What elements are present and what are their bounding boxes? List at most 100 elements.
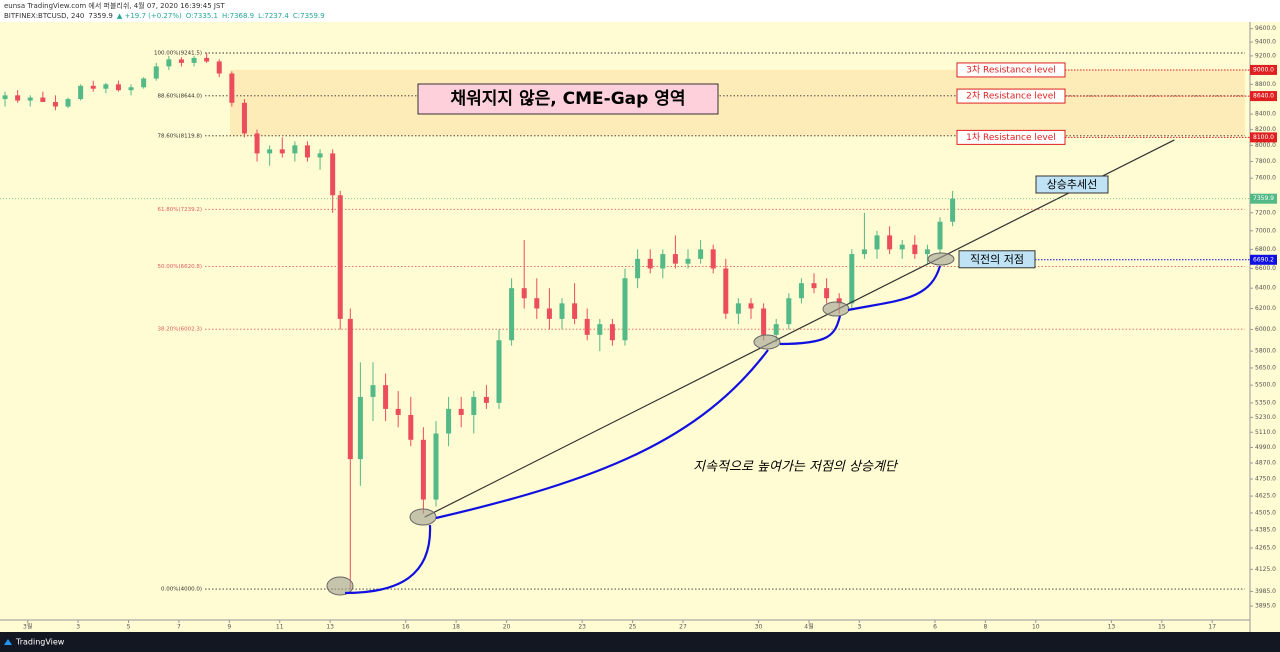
- x-tick-label: 3: [857, 624, 861, 631]
- fib-label: 100.00%(9241.5): [154, 50, 202, 56]
- candle-body: [559, 303, 565, 319]
- y-tick-label: 9200.0: [1255, 52, 1276, 59]
- low-marker: [326, 576, 354, 596]
- resistance-name: 1차 Resistance level: [966, 131, 1056, 143]
- y-tick-label: 4505.0: [1255, 509, 1276, 516]
- y-tick-label: 8400.0: [1255, 111, 1276, 118]
- candle-body: [509, 288, 515, 341]
- candle-body: [836, 298, 842, 304]
- candle-body: [685, 258, 691, 264]
- fib-label: 38.20%(6002.3): [157, 327, 202, 333]
- gap-label-box: [417, 83, 719, 115]
- candle-body: [761, 308, 767, 335]
- header-ohlc: C:7359.9: [293, 12, 325, 20]
- low-marker: [822, 301, 850, 317]
- recent-low-value: 6690.2: [1253, 256, 1274, 263]
- candle-body: [735, 303, 741, 314]
- candle-body: [937, 221, 943, 250]
- y-tick-label: 4385.0: [1255, 527, 1276, 534]
- candle-body: [861, 249, 867, 255]
- y-tick-label: 3895.0: [1255, 603, 1276, 610]
- candle-body: [78, 85, 84, 100]
- y-tick-label: 7000.0: [1255, 227, 1276, 234]
- y-tick-label: 7800.0: [1255, 158, 1276, 165]
- x-tick-label: 27: [679, 624, 687, 631]
- recent-low-name: 직전의 저점: [970, 253, 1024, 266]
- candle-body: [40, 97, 46, 103]
- candle-body: [597, 324, 603, 335]
- x-tick-label: 7: [177, 624, 181, 631]
- candle-body: [128, 87, 134, 91]
- candle-body: [534, 298, 540, 309]
- candle-body: [521, 288, 527, 299]
- x-tick-label: 30: [755, 624, 763, 631]
- x-tick-label: 10: [1032, 624, 1040, 631]
- y-tick-label: 7200.0: [1255, 209, 1276, 216]
- fib-label: 78.60%(8119.8): [157, 133, 202, 139]
- y-tick-label: 4870.0: [1255, 460, 1276, 467]
- candle-body: [347, 318, 353, 460]
- low-marker: [753, 334, 781, 350]
- candle-body: [660, 254, 666, 269]
- footer-logo: [4, 639, 12, 645]
- header-symbol-line: BITFINEX:BTCUSD, 240 7359.9 ▲ +19.7 (+0.27…: [4, 12, 325, 20]
- resistance-marker: [1250, 132, 1277, 143]
- header-ohlc: H:7368.9: [222, 12, 254, 20]
- y-tick-label: 6200.0: [1255, 305, 1276, 312]
- candle-body: [395, 408, 401, 415]
- candle-body: [584, 318, 590, 335]
- candle-body: [304, 145, 310, 158]
- step-curve: [344, 265, 942, 595]
- candle-body: [2, 95, 8, 100]
- candle-body: [103, 84, 109, 89]
- annotation: 지속적으로 높여가는 저점의 상승계단: [693, 460, 899, 475]
- fib-label: 61.80%(7239.2): [157, 207, 202, 213]
- candle-body: [786, 298, 792, 325]
- x-tick-label: 9: [227, 624, 231, 631]
- candle-body: [141, 78, 147, 88]
- y-tick-label: 5230.0: [1255, 414, 1276, 421]
- y-tick-label: 8200.0: [1255, 126, 1276, 133]
- candle-body: [496, 340, 502, 403]
- header-ohlc: O:7335.1: [186, 12, 218, 20]
- x-tick-label: 13: [1108, 624, 1116, 631]
- candle-body: [572, 303, 578, 319]
- y-tick-label: 8800.0: [1255, 81, 1276, 88]
- candle-body: [433, 433, 439, 500]
- recent-low-box: [958, 250, 1036, 269]
- last-price-marker: [1250, 193, 1277, 204]
- candle-body: [279, 149, 285, 154]
- y-tick-label: 8000.0: [1255, 142, 1276, 149]
- candle-body: [191, 57, 197, 63]
- candle-body: [748, 303, 754, 309]
- y-tick-label: 4625.0: [1255, 493, 1276, 500]
- y-tick-label: 6400.0: [1255, 285, 1276, 292]
- candle-body: [254, 133, 260, 154]
- header-ohlc: L:7237.4: [258, 12, 289, 20]
- candle-body: [647, 258, 653, 269]
- candle-body: [267, 149, 273, 154]
- candle-body: [204, 57, 210, 62]
- y-tick-label: 5110.0: [1255, 429, 1276, 436]
- candle-body: [90, 85, 96, 89]
- y-tick-label: 5650.0: [1255, 364, 1276, 371]
- x-tick-label: 3월: [23, 623, 32, 631]
- candle-body: [115, 84, 121, 91]
- y-tick-label: 4265.0: [1255, 544, 1276, 551]
- y-tick-label: 4125.0: [1255, 566, 1276, 573]
- candle-body: [483, 396, 489, 403]
- candle-body: [317, 153, 323, 158]
- candle-body: [383, 385, 389, 409]
- candle-body: [950, 198, 956, 222]
- candle-body: [672, 254, 678, 264]
- recent-low-marker: [1250, 254, 1277, 265]
- y-tick-label: 9600.0: [1255, 25, 1276, 32]
- x-tick-label: 6: [933, 624, 937, 631]
- x-tick-label: 20: [503, 624, 511, 631]
- fib-label: 88.60%(8644.0): [157, 93, 202, 99]
- candle-body: [471, 396, 477, 415]
- fib-label: 50.00%(6620.8): [157, 264, 202, 270]
- candle-body: [408, 414, 414, 440]
- trendline-label-box: [1035, 175, 1109, 194]
